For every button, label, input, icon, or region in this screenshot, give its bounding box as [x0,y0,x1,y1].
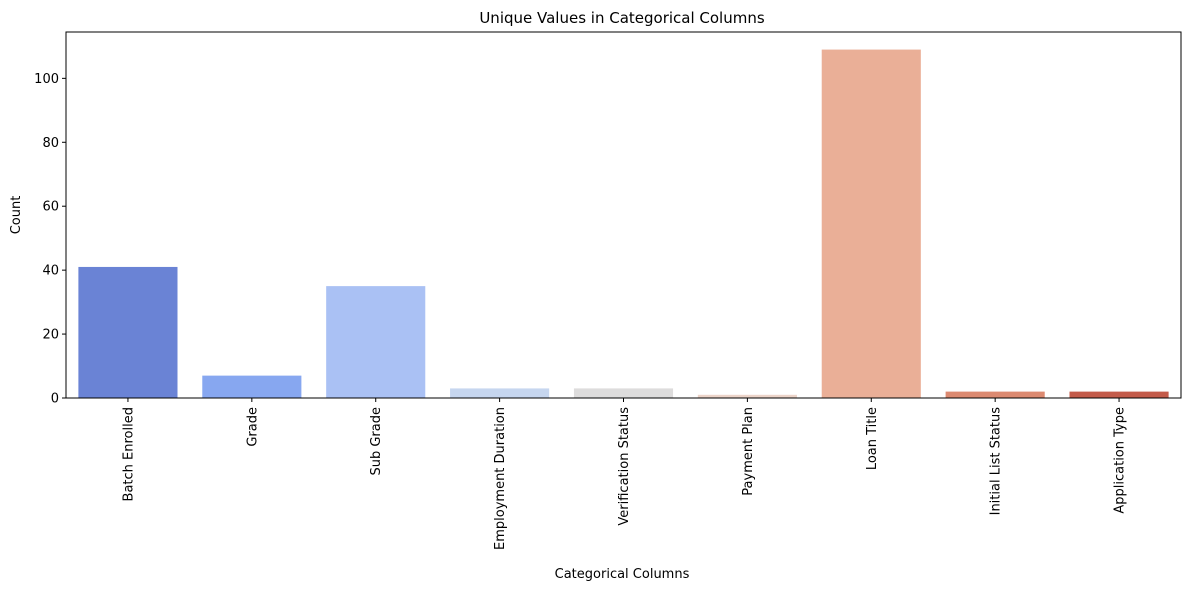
bar-grade [202,375,302,398]
x-tick-label: Payment Plan [741,407,756,496]
bar-payment-plan [697,394,797,398]
y-tick-label: 80 [42,136,59,151]
bar-verification-status [573,388,674,398]
x-tick-label: Batch Enrolled [121,407,136,501]
bar-loan-title [821,49,921,399]
y-tick-label: 60 [42,200,59,215]
y-axis-label: Count [9,196,24,235]
x-axis-label: Categorical Columns [555,567,690,582]
x-tick-label: Application Type [1113,407,1128,514]
x-tick-label: Grade [245,407,260,447]
y-tick-label: 40 [42,264,59,279]
bar-batch-enrolled [78,266,178,398]
bar-sub-grade [326,286,426,398]
y-tick-label: 100 [34,72,59,87]
y-axis: 0 20 40 60 80 100 [34,72,66,407]
x-tick-label: Initial List Status [989,407,1004,516]
x-axis: Batch Enrolled Grade Sub Grade Employment D… [121,398,1128,550]
y-tick-label: 20 [42,328,59,343]
y-tick-label: 0 [51,392,59,407]
bar-initial-list-status [945,391,1045,398]
x-tick-label: Employment Duration [493,407,508,550]
bars-group [78,49,1169,399]
bar-application-type [1069,391,1169,398]
x-tick-label: Sub Grade [369,407,384,476]
x-tick-label: Loan Title [865,407,880,470]
chart-title: Unique Values in Categorical Columns [479,9,765,27]
plot-frame [65,31,1182,399]
bar-employment-duration [450,388,550,398]
x-tick-label: Verification Status [617,407,632,526]
